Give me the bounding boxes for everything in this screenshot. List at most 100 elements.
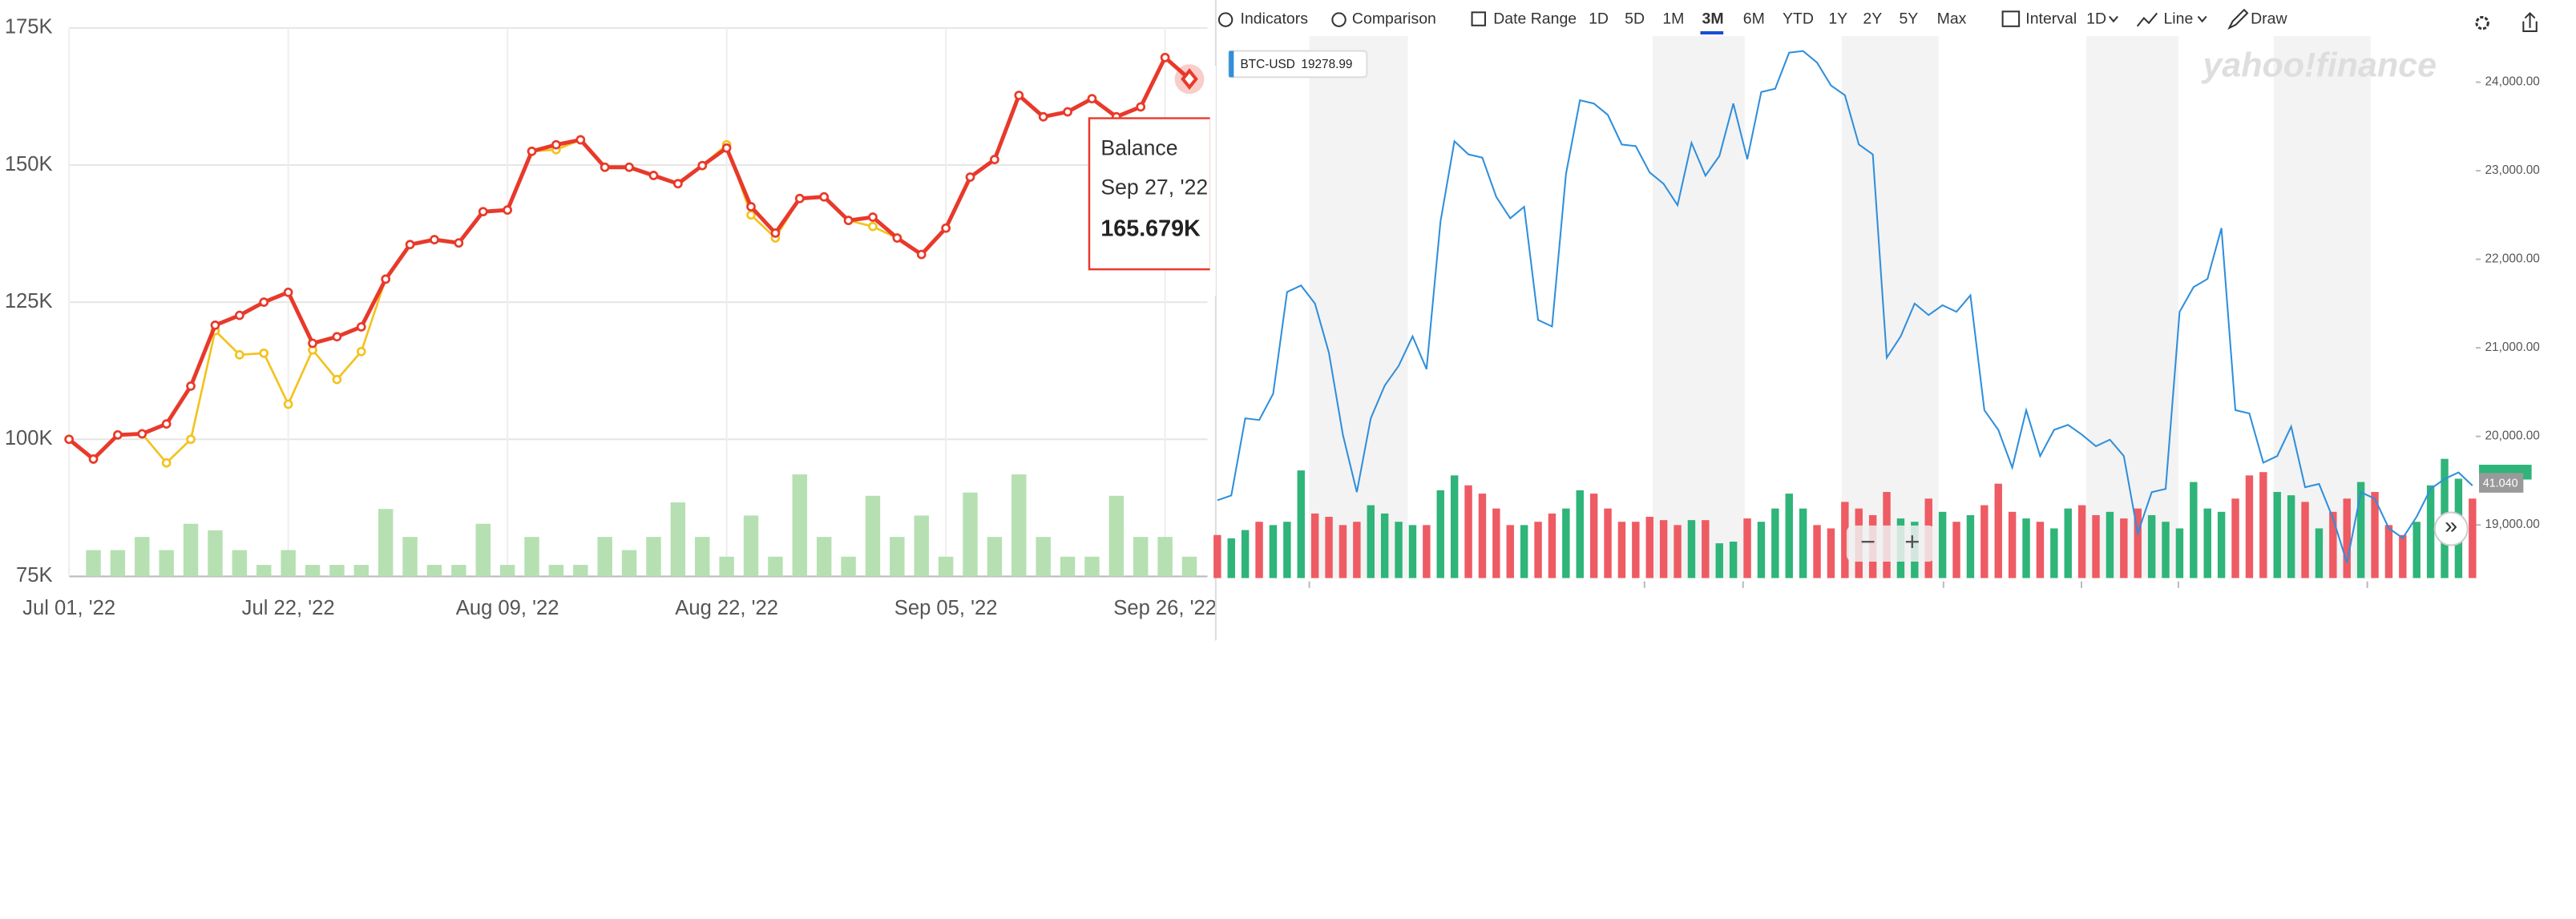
draw-button[interactable]: Draw — [2251, 10, 2287, 28]
range-button[interactable]: YTD — [1783, 10, 1814, 28]
volume-bar — [1799, 508, 1807, 578]
range-button[interactable]: 1Y — [1828, 10, 1847, 28]
y-tick-label: 150K — [5, 153, 53, 175]
x-tick-label: Sep 05, '22 — [894, 597, 998, 619]
interval-label[interactable]: Interval — [2025, 10, 2077, 28]
y-tick-label: 24,000.00 — [2485, 75, 2540, 89]
zoom-in-button[interactable]: + — [1904, 526, 1920, 556]
volume-bar — [1181, 556, 1197, 577]
x-tick-label: Aug 09, '22 — [456, 597, 559, 619]
volume-bar — [1060, 556, 1076, 577]
volume-bar — [2371, 492, 2379, 578]
series-point — [113, 429, 123, 440]
series-point — [503, 205, 512, 215]
range-selected-underline — [1700, 30, 1724, 35]
series-point — [308, 338, 317, 349]
range-button[interactable]: 1D — [1589, 10, 1609, 28]
volume-bar — [695, 537, 710, 577]
volume-bar — [2217, 511, 2226, 578]
volume-bar — [1338, 525, 1347, 578]
series-point — [1087, 94, 1097, 103]
series-point — [648, 171, 659, 180]
period-band — [2273, 36, 2371, 578]
series-point — [1136, 102, 1146, 112]
comparison-button[interactable]: Comparison — [1352, 10, 1436, 28]
chart-style-button[interactable]: Line — [2163, 10, 2193, 28]
price-label: 19278.99 — [1301, 58, 1352, 71]
range-button[interactable]: Max — [1937, 10, 1967, 28]
volume-bar — [2301, 502, 2309, 578]
volume-bar — [1534, 522, 1542, 578]
zoom-out-button[interactable]: − — [1860, 526, 1875, 556]
series-point — [916, 249, 927, 260]
series-point — [64, 434, 74, 445]
share-icon[interactable] — [2522, 11, 2538, 32]
volume-bar — [1785, 494, 1793, 578]
y-tick-label: 125K — [5, 290, 53, 312]
range-button[interactable]: 1M — [1662, 10, 1684, 28]
series-point — [1160, 52, 1170, 62]
y-tick-label: 100K — [5, 427, 53, 449]
volume-bar — [281, 550, 296, 577]
volume-bar — [329, 565, 345, 577]
date-range-button[interactable]: Date Range — [1493, 10, 1577, 28]
tooltip-title: Balance — [1100, 136, 1177, 160]
volume-bar — [2287, 495, 2295, 578]
volume-bar — [1632, 522, 1640, 578]
chevron — [2197, 15, 2207, 23]
series-point — [405, 240, 415, 250]
volume-bar — [1310, 513, 1319, 578]
series-point — [356, 346, 366, 357]
interval-value[interactable]: 1D — [2086, 10, 2106, 28]
range-button[interactable]: 5Y — [1899, 10, 1918, 28]
volume-bar — [2092, 514, 2100, 578]
volume-bar — [1813, 525, 1821, 578]
volume-bar — [475, 523, 491, 577]
y-tick-label: 23,000.00 — [2485, 163, 2540, 177]
scroll-button[interactable]: » — [2445, 514, 2457, 539]
series-point — [770, 228, 781, 238]
volume-bar — [2469, 498, 2477, 578]
scroll-button-bg — [2433, 511, 2469, 546]
balance-chart: 75K 100K 125K 150K 175K Jul 01, '22 Jul 22, '2… — [5, 16, 1217, 620]
settings-icon[interactable] — [2475, 15, 2489, 30]
volume-bar — [451, 565, 466, 577]
period-band — [1841, 36, 1939, 578]
volume-bar — [353, 565, 369, 577]
volume-bar — [1283, 522, 1291, 578]
volume-bar — [1380, 513, 1389, 578]
volume-bar — [1966, 514, 1975, 578]
volume-bar — [2008, 511, 2017, 578]
volume-bar — [719, 556, 734, 577]
symbol-marker — [1229, 50, 1234, 78]
volume-bar — [1645, 517, 1653, 578]
volume-bar — [2315, 528, 2324, 578]
volume-bar — [2036, 522, 2045, 578]
volume-bar — [1715, 543, 1723, 578]
y-tick-label: 19,000.00 — [2485, 518, 2540, 531]
chevron — [2109, 15, 2118, 23]
volume-bar — [963, 492, 978, 577]
series-point — [527, 147, 537, 156]
series-point — [1063, 107, 1072, 117]
volume-bar — [816, 537, 832, 577]
volume-bar — [2050, 528, 2058, 578]
volume-bar — [1994, 483, 2002, 578]
series-point — [259, 297, 269, 307]
volume-bar — [1687, 520, 1696, 578]
series-point — [235, 310, 244, 320]
comparison-icon — [1331, 12, 1347, 27]
range-button[interactable]: 2Y — [1863, 10, 1882, 28]
volume-bar — [1827, 528, 1835, 578]
y-tick-label: 175K — [5, 16, 53, 38]
range-button[interactable]: 6M — [1743, 10, 1765, 28]
indicators-button[interactable]: Indicators — [1241, 10, 1309, 28]
btc-chart: yahoo!finance BTC-USD 19278.99 19,000.00… — [1213, 36, 2540, 588]
volume-bar — [1617, 522, 1626, 578]
volume-bar — [1036, 537, 1051, 577]
range-button[interactable]: 5D — [1625, 10, 1645, 28]
y-tick-label: 21,000.00 — [2485, 341, 2540, 354]
volume-bar — [110, 550, 126, 577]
range-button[interactable]: 3M — [1702, 10, 1724, 28]
series-point — [575, 135, 586, 145]
